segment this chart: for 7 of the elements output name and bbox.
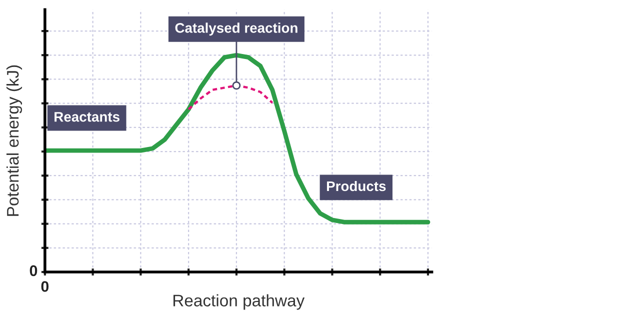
annotation: Reactants [54,112,120,122]
y-axis-title: Potential energy (kJ) [6,65,22,216]
text: 0 [30,265,38,276]
annotation: Products [326,180,386,192]
x-axis-title: Reaction pathway [173,294,305,310]
text: 0 [41,281,49,292]
text: Catalysed reaction [175,22,298,36]
